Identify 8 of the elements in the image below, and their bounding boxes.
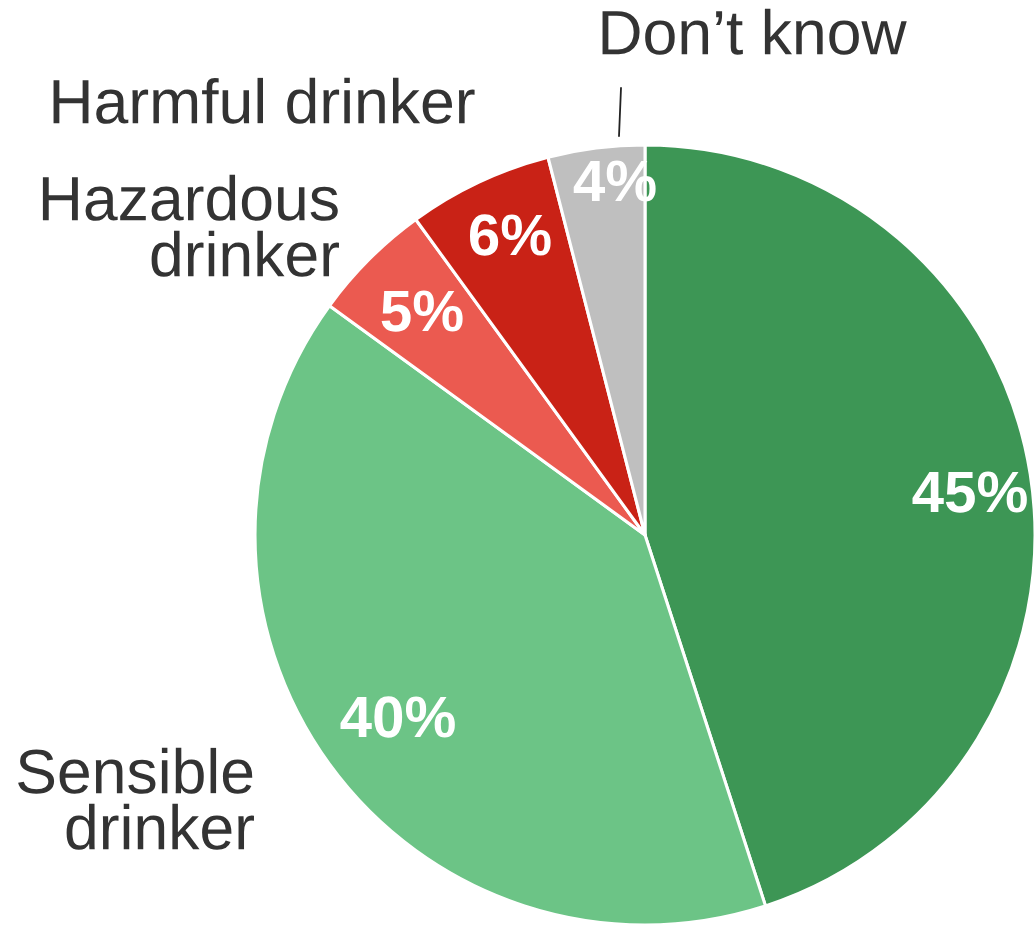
data-label: 45%	[912, 471, 1027, 513]
slice-label: Sensible drinker	[18, 747, 254, 850]
slice-label: Don’t know	[602, 8, 907, 55]
slice-label: Hazardous drinker	[42, 174, 339, 277]
slice-label: Harmful drinker	[53, 77, 475, 124]
data-label: 40%	[340, 696, 455, 738]
data-label: 5%	[381, 290, 463, 332]
data-label: 6%	[469, 214, 551, 256]
